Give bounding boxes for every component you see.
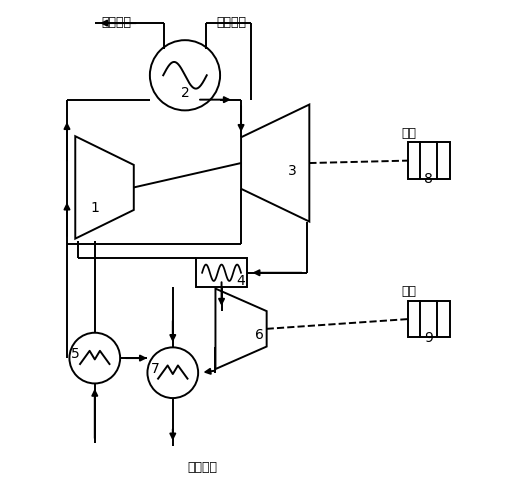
Bar <box>408 143 450 180</box>
Text: 8: 8 <box>424 171 433 185</box>
Text: 3: 3 <box>288 164 297 178</box>
Text: 6: 6 <box>255 327 264 341</box>
Text: 2: 2 <box>180 86 189 100</box>
Text: 用户供热: 用户供热 <box>187 460 217 473</box>
Text: 4: 4 <box>237 273 246 287</box>
Text: 烟气出口: 烟气出口 <box>102 16 132 29</box>
Bar <box>408 301 450 338</box>
Text: 9: 9 <box>424 330 433 345</box>
Text: 烟气入口: 烟气入口 <box>216 16 246 29</box>
Text: 5: 5 <box>71 346 79 361</box>
Text: 7: 7 <box>150 361 159 375</box>
Text: 1: 1 <box>90 201 99 215</box>
Text: 发电: 发电 <box>402 126 417 140</box>
Bar <box>196 259 247 288</box>
Text: 发电: 发电 <box>402 285 417 298</box>
